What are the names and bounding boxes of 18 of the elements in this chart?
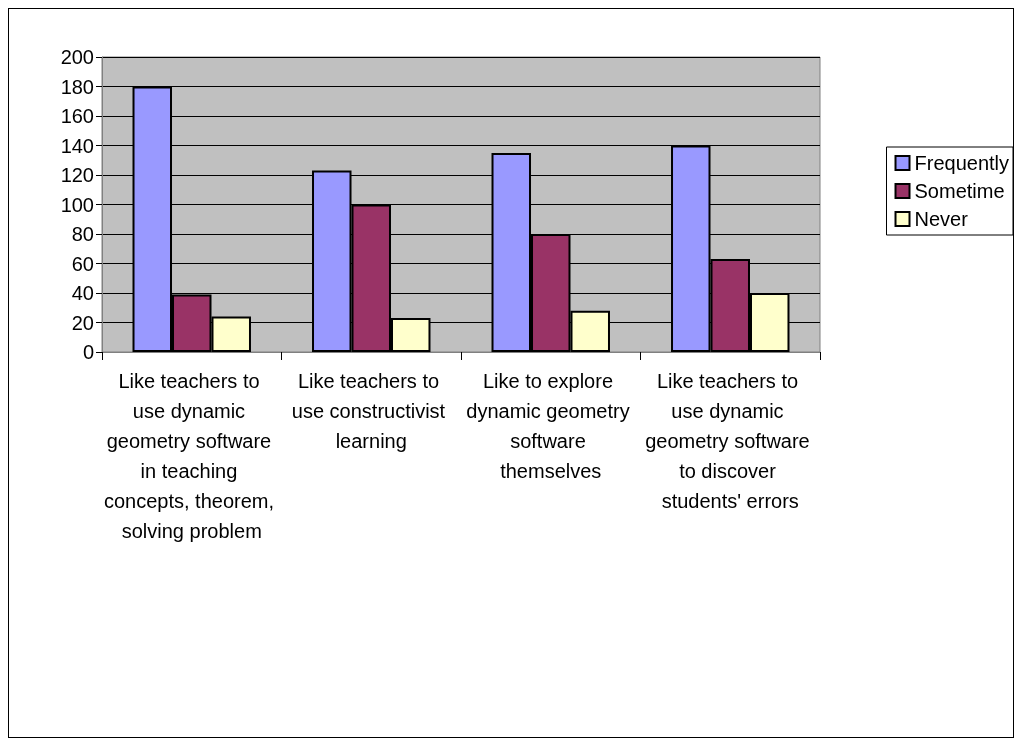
y-tick-label: 160 <box>60 105 94 127</box>
y-tick-label: 0 <box>82 341 94 363</box>
x-tick-label: Like to explore dynamic geometry software themselves <box>466 370 636 482</box>
y-tick-label: 80 <box>71 223 94 245</box>
y-tick-label: 120 <box>60 164 94 186</box>
x-tick-label: Like teachers to use constructivist learning <box>291 370 451 452</box>
legend-label: Never <box>914 208 969 230</box>
legend-label: Sometime <box>914 180 1005 202</box>
y-tick-label: 100 <box>60 193 94 216</box>
y-tick-label: 60 <box>71 252 94 275</box>
y-tick-label: 200 <box>60 46 94 68</box>
y-tick-label: 140 <box>60 134 94 157</box>
x-tick-label: Like teachers to use dynamic geometry software to discover students' errors <box>645 370 816 512</box>
y-tick-label: 20 <box>71 311 94 334</box>
y-tick-label: 40 <box>71 282 94 304</box>
y-tick-label: 180 <box>60 75 94 98</box>
legend-label: Frequently <box>914 152 1010 174</box>
x-tick-label: Like teachers to use dynamic geometry software in teaching concepts, theorem, solving problem <box>103 370 280 542</box>
